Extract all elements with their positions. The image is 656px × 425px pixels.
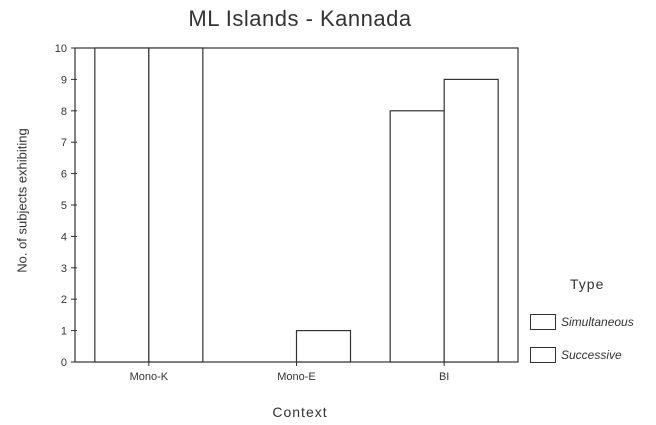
x-tick-label: Mono-K bbox=[130, 371, 169, 383]
legend-title: Type bbox=[570, 276, 605, 292]
bar-successive-mono-k bbox=[148, 47, 204, 363]
y-tick-label: 3 bbox=[61, 263, 67, 275]
x-tick-label: BI bbox=[439, 371, 449, 383]
y-tick-label: 5 bbox=[61, 200, 67, 212]
bar-successive-mono-e bbox=[295, 330, 352, 363]
legend-item-successive: Successive bbox=[530, 345, 622, 365]
x-axis-label: Context bbox=[272, 404, 328, 420]
y-tick-label: 8 bbox=[61, 106, 67, 118]
y-tick-label: 7 bbox=[61, 137, 67, 149]
y-tick-label: 0 bbox=[61, 357, 67, 369]
legend-swatch-successive bbox=[530, 347, 556, 363]
legend-label-simultaneous: Simultaneous bbox=[561, 315, 634, 329]
legend-item-simultaneous: Simultaneous bbox=[530, 312, 634, 332]
y-tick-label: 9 bbox=[61, 74, 67, 86]
legend-label-successive: Successive bbox=[561, 348, 622, 362]
bar-successive-bi bbox=[443, 78, 499, 363]
legend-swatch-simultaneous bbox=[530, 314, 556, 330]
y-tick-label: 4 bbox=[61, 231, 67, 243]
y-tick-label: 10 bbox=[55, 43, 67, 55]
y-tick-label: 1 bbox=[61, 326, 67, 338]
x-tick-label: Mono-E bbox=[277, 371, 316, 383]
bar-simultaneous-bi bbox=[389, 110, 445, 363]
y-tick-label: 6 bbox=[61, 169, 67, 181]
chart-title: ML Islands - Kannada bbox=[188, 6, 412, 31]
y-tick-label: 2 bbox=[61, 294, 67, 306]
bar-simultaneous-mono-k bbox=[94, 47, 150, 363]
